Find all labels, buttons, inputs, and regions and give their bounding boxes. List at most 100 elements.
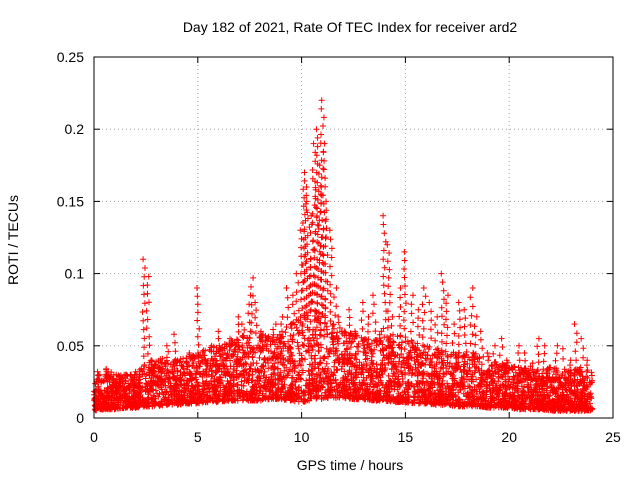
data-point [573, 339, 580, 346]
data-point [141, 291, 147, 298]
data-point [535, 359, 542, 366]
data-point [420, 325, 427, 332]
data-point [270, 326, 277, 333]
data-point [318, 97, 325, 104]
y-tick-label: 0.25 [57, 49, 84, 65]
data-point [499, 344, 506, 350]
data-point [390, 331, 397, 338]
data-point [307, 255, 314, 262]
data-point [428, 317, 435, 324]
data-point [253, 307, 260, 314]
data-point [143, 307, 150, 314]
data-point [312, 149, 319, 156]
data-point [144, 316, 151, 323]
data-point [449, 340, 456, 346]
data-point [172, 348, 179, 355]
data-point [353, 356, 360, 363]
data-point [381, 230, 388, 237]
data-point [469, 285, 476, 291]
data-point [95, 372, 102, 379]
data-point [427, 326, 434, 333]
data-point [492, 342, 498, 349]
data-point [567, 357, 574, 364]
data-point [266, 386, 273, 393]
data-point [331, 294, 337, 301]
data-point [462, 315, 469, 322]
data-point [327, 308, 334, 315]
x-tick-label: 5 [194, 429, 202, 445]
x-tick-label: 10 [294, 429, 310, 445]
data-point [439, 279, 446, 286]
data-point [320, 114, 327, 121]
data-point [272, 321, 279, 328]
data-point [365, 328, 371, 335]
data-point [421, 309, 428, 316]
data-point [386, 299, 393, 306]
data-point [194, 285, 200, 291]
data-point [278, 321, 285, 328]
data-point [371, 301, 377, 308]
data-point [438, 270, 445, 277]
data-point [397, 304, 404, 310]
data-point [327, 290, 334, 297]
data-point [400, 317, 407, 324]
data-point [322, 235, 329, 242]
data-point [142, 265, 148, 271]
data-point [414, 323, 421, 330]
data-point [284, 314, 291, 321]
data-point [419, 301, 426, 308]
data-point [318, 174, 325, 181]
data-point [485, 357, 492, 364]
data-point [380, 221, 387, 228]
data-point [146, 342, 153, 349]
data-point [298, 287, 305, 294]
data-point [401, 274, 408, 281]
data-point [469, 303, 476, 310]
data-point [321, 140, 328, 147]
data-point [248, 319, 255, 326]
data-point [516, 357, 523, 364]
data-point [455, 341, 462, 348]
y-tick-label: 0.2 [65, 121, 85, 137]
data-point [438, 304, 445, 311]
x-tick-label: 15 [398, 429, 414, 445]
data-point [301, 177, 308, 184]
data-point [324, 278, 331, 285]
data-point [196, 325, 203, 332]
data-point [516, 342, 522, 349]
data-point [578, 335, 585, 342]
data-point [248, 283, 254, 290]
data-point [541, 342, 548, 349]
data-point [572, 348, 579, 355]
data-point [410, 319, 417, 326]
data-point [312, 273, 318, 280]
data-point [141, 344, 148, 351]
data-point [312, 313, 318, 319]
data-point [385, 283, 392, 290]
data-point [380, 282, 387, 289]
data-point [322, 296, 329, 303]
data-point [289, 292, 296, 299]
data-point [342, 329, 349, 336]
data-point [317, 332, 324, 339]
data-point [328, 245, 335, 252]
data-point [408, 310, 415, 317]
data-point [283, 285, 290, 291]
data-point [305, 368, 312, 375]
data-point [163, 342, 170, 349]
data-point [470, 349, 477, 356]
data-point [194, 293, 201, 300]
data-point [241, 326, 248, 333]
data-point [215, 328, 222, 335]
data-point [320, 226, 327, 233]
data-point [330, 321, 337, 328]
data-point [490, 350, 497, 357]
data-point [145, 273, 152, 280]
data-point [360, 308, 366, 315]
data-point [472, 341, 479, 348]
data-point [315, 348, 322, 355]
data-point [521, 350, 528, 356]
data-point [401, 291, 408, 298]
data-point [359, 325, 366, 332]
data-point [288, 325, 295, 332]
